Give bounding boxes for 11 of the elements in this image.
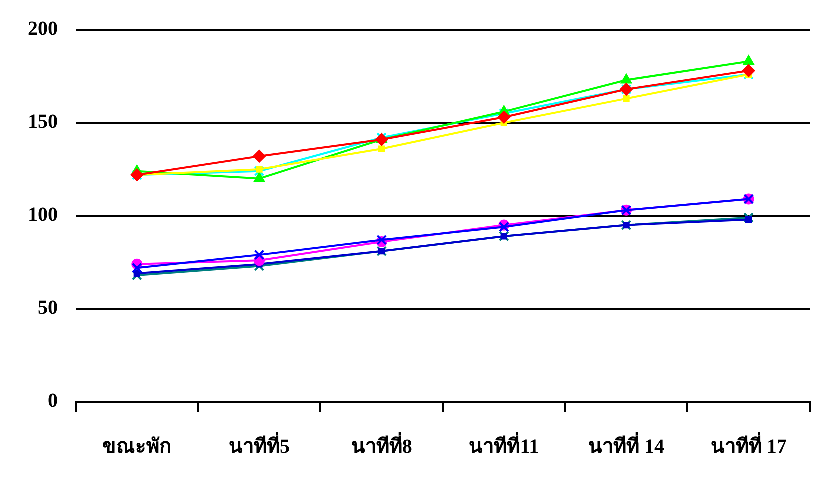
x-tick-label: นาทีที่ 14 bbox=[588, 431, 664, 458]
x-tick-label: นาทีที่5 bbox=[229, 431, 290, 458]
y-tick-label: 200 bbox=[28, 18, 58, 40]
x-tick-label: นาทีที่11 bbox=[469, 431, 540, 458]
y-tick-label: 0 bbox=[48, 390, 58, 412]
y-tick-label: 100 bbox=[28, 204, 58, 226]
x-tick-label: นาทีที่8 bbox=[351, 431, 412, 458]
x-tick-label: ขณะพัก bbox=[102, 436, 172, 458]
x-tick-label: นาทีที่ 17 bbox=[710, 431, 787, 458]
y-tick-label: 150 bbox=[28, 111, 58, 134]
y-tick-label: 50 bbox=[38, 297, 58, 320]
